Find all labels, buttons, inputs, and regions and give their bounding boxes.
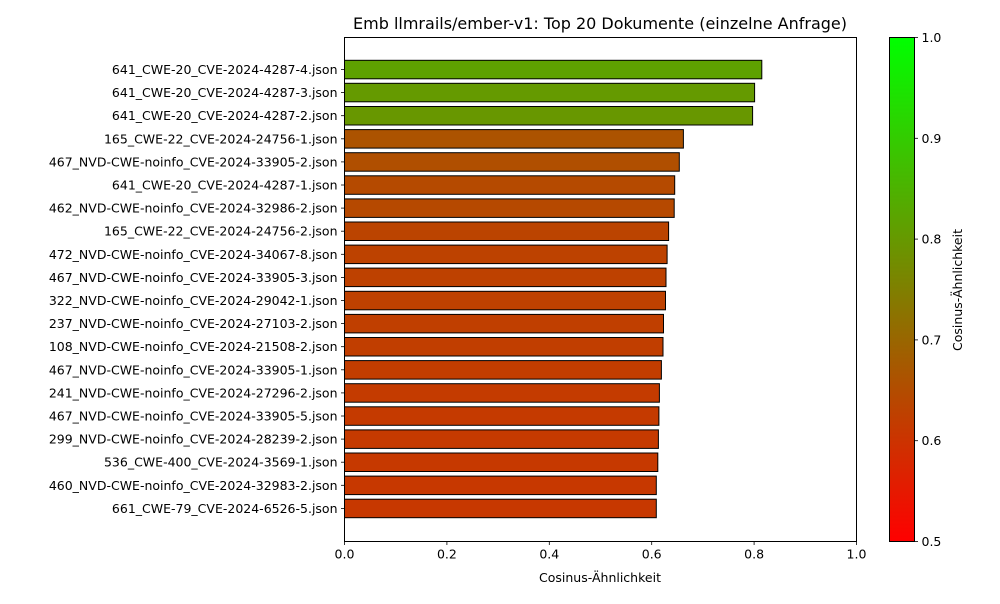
- chart-title: Emb llmrails/ember-v1: Top 20 Dokumente …: [353, 14, 847, 33]
- bar: [344, 429, 659, 449]
- x-tick-label: 0.0: [335, 547, 355, 562]
- y-tick-label: 237_NVD-CWE-noinfo_CVE-2024-27103-2.json: [49, 316, 338, 331]
- bar: [344, 221, 670, 241]
- x-tick-label: 0.2: [437, 547, 457, 562]
- x-tick-label: 0.4: [539, 547, 559, 562]
- x-axis-label: Cosinus-Ähnlichkeit: [539, 570, 661, 585]
- bar: [344, 383, 660, 403]
- y-tick-label: 462_NVD-CWE-noinfo_CVE-2024-32986-2.json: [49, 201, 338, 216]
- y-tick-label: 661_CWE-79_CVE-2024-6526-5.json: [112, 501, 338, 516]
- y-tick-label: 322_NVD-CWE-noinfo_CVE-2024-29042-1.json: [49, 293, 338, 308]
- colorbar-tick-label: 0.7: [922, 332, 942, 347]
- colorbar-tick-label: 0.5: [922, 534, 942, 549]
- colorbar-label: Cosinus-Ähnlichkeit: [950, 229, 965, 351]
- y-tick-label: 536_CWE-400_CVE-2024-3569-1.json: [104, 455, 338, 470]
- bar: [344, 198, 675, 218]
- bar: [344, 290, 666, 311]
- colorbar-tick-label: 0.8: [922, 232, 942, 247]
- bar: [344, 106, 754, 126]
- colorbar: 0.5 0.6 0.7 0.8 0.9 1.0 Cosinus-Ähnlichkeit: [889, 30, 965, 549]
- y-tick-label: 641_CWE-20_CVE-2024-4287-2.json: [112, 108, 338, 123]
- y-tick-label: 467_NVD-CWE-noinfo_CVE-2024-33905-3.json: [49, 270, 338, 285]
- bar: [344, 313, 664, 334]
- bar: [344, 498, 657, 519]
- x-tick-label: 0.8: [744, 547, 764, 562]
- x-tick-label: 0.6: [642, 547, 662, 562]
- plot-frame: [344, 37, 857, 542]
- colorbar-tick-label: 1.0: [922, 30, 942, 45]
- y-axis-ticks: 641_CWE-20_CVE-2024-4287-4.json 641_CWE-2…: [49, 62, 345, 516]
- bars-layer: [344, 59, 763, 519]
- y-tick-label: 165_CWE-22_CVE-2024-24756-2.json: [104, 224, 338, 239]
- y-tick-label: 641_CWE-20_CVE-2024-4287-3.json: [112, 85, 338, 100]
- colorbar-gradient: [889, 37, 915, 542]
- bar: [344, 175, 676, 195]
- bar: [344, 337, 664, 357]
- bar: [344, 267, 667, 288]
- y-tick-label: 165_CWE-22_CVE-2024-24756-1.json: [104, 131, 338, 146]
- x-tick-label: 1.0: [847, 547, 867, 562]
- bar: [344, 452, 659, 472]
- colorbar-tick-label: 0.6: [922, 433, 942, 448]
- colorbar-tick-label: 0.9: [922, 131, 942, 146]
- bar: [344, 244, 668, 265]
- y-tick-label: 467_NVD-CWE-noinfo_CVE-2024-33905-1.json: [49, 362, 338, 377]
- y-tick-label: 641_CWE-20_CVE-2024-4287-4.json: [112, 62, 338, 77]
- y-tick-label: 299_NVD-CWE-noinfo_CVE-2024-28239-2.json: [49, 432, 338, 447]
- y-tick-label: 108_NVD-CWE-noinfo_CVE-2024-21508-2.json: [49, 339, 338, 354]
- y-tick-label: 472_NVD-CWE-noinfo_CVE-2024-34067-8.json: [49, 247, 338, 262]
- y-tick-label: 460_NVD-CWE-noinfo_CVE-2024-32983-2.json: [49, 478, 338, 493]
- bar: [344, 406, 660, 426]
- y-tick-label: 641_CWE-20_CVE-2024-4287-1.json: [112, 178, 338, 193]
- y-tick-label: 241_NVD-CWE-noinfo_CVE-2024-27296-2.json: [49, 385, 338, 400]
- bar: [344, 475, 657, 496]
- y-tick-label: 467_NVD-CWE-noinfo_CVE-2024-33905-2.json: [49, 154, 338, 169]
- bar: [344, 82, 756, 103]
- colorbar-ticks: 0.5 0.6 0.7 0.8 0.9 1.0: [914, 30, 942, 549]
- y-tick-label: 467_NVD-CWE-noinfo_CVE-2024-33905-5.json: [49, 409, 338, 424]
- bar: [344, 152, 680, 172]
- bar: [344, 59, 763, 80]
- x-axis-ticks: 0.0 0.2 0.4 0.6 0.8 1.0: [335, 541, 867, 562]
- bar: [344, 129, 684, 149]
- bar: [344, 360, 662, 380]
